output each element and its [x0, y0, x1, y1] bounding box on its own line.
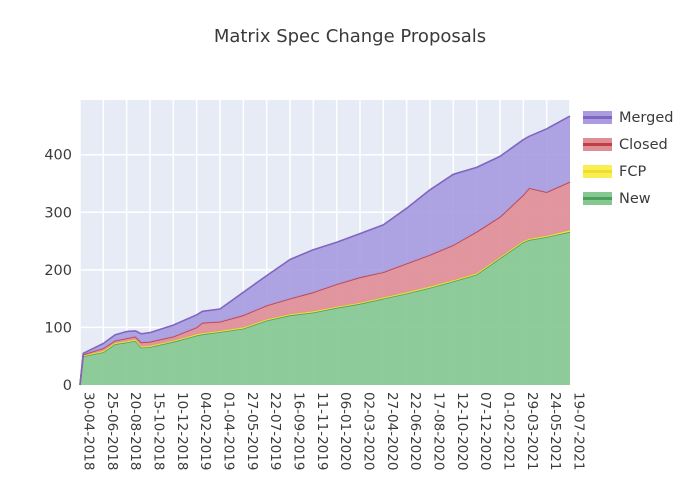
- x-tick-label: 29-03-2021: [524, 392, 540, 470]
- y-tick-label: 100: [44, 320, 72, 336]
- x-tick-label: 30-04-2018: [81, 392, 97, 470]
- x-tick-label: 01-04-2019: [221, 392, 237, 470]
- area-closed: [80, 181, 570, 385]
- legend-label: Merged: [619, 109, 674, 126]
- legend-item-fcp[interactable]: FCP: [583, 158, 673, 185]
- x-tick-label: 17-08-2020: [431, 392, 447, 470]
- x-tick-label: 10-12-2018: [174, 392, 190, 470]
- x-tick-label: 16-09-2019: [291, 392, 307, 470]
- closed-swatch-icon: [583, 138, 612, 151]
- merged-swatch-icon: [583, 111, 612, 124]
- legend-item-closed[interactable]: Closed: [583, 131, 673, 158]
- x-tick-label: 06-01-2020: [337, 392, 353, 470]
- x-tick-label: 11-11-2019: [314, 392, 330, 470]
- x-tick-label: 02-03-2020: [361, 392, 377, 470]
- x-tick-label: 22-07-2019: [267, 392, 283, 470]
- x-tick-label: 25-06-2018: [104, 392, 120, 470]
- x-tick-label: 27-04-2020: [384, 392, 400, 470]
- x-tick-label: 19-07-2021: [571, 392, 587, 470]
- area-merged: [80, 116, 570, 385]
- legend-label: New: [619, 190, 651, 207]
- chart-title: Matrix Spec Change Proposals: [213, 26, 487, 47]
- new-swatch-icon: [583, 192, 612, 205]
- y-tick-label: 200: [44, 263, 72, 279]
- area-new: [80, 231, 570, 385]
- legend-item-merged[interactable]: Merged: [583, 104, 673, 131]
- legend: Merged Closed FCP New: [583, 104, 673, 212]
- x-tick-label: 04-02-2019: [197, 392, 213, 470]
- area-line-merged: [79, 115, 571, 386]
- legend-item-new[interactable]: New: [583, 185, 673, 212]
- legend-label: Closed: [619, 136, 668, 153]
- x-tick-label: 24-05-2021: [547, 392, 563, 470]
- y-tick-label: 300: [44, 205, 72, 221]
- x-tick-label: 15-10-2018: [151, 392, 167, 470]
- legend-label: FCP: [619, 163, 647, 180]
- x-tick-label: 12-10-2020: [454, 392, 470, 470]
- y-tick-label: 400: [44, 148, 72, 164]
- x-tick-label: 01-02-2021: [501, 392, 517, 470]
- fcp-swatch-icon: [583, 165, 612, 178]
- x-tick-label: 27-05-2019: [244, 392, 260, 470]
- y-tick-label: 0: [63, 378, 72, 394]
- x-tick-label: 22-06-2020: [407, 392, 423, 470]
- x-tick-label: 20-08-2018: [127, 392, 143, 470]
- x-tick-label: 07-12-2020: [477, 392, 493, 470]
